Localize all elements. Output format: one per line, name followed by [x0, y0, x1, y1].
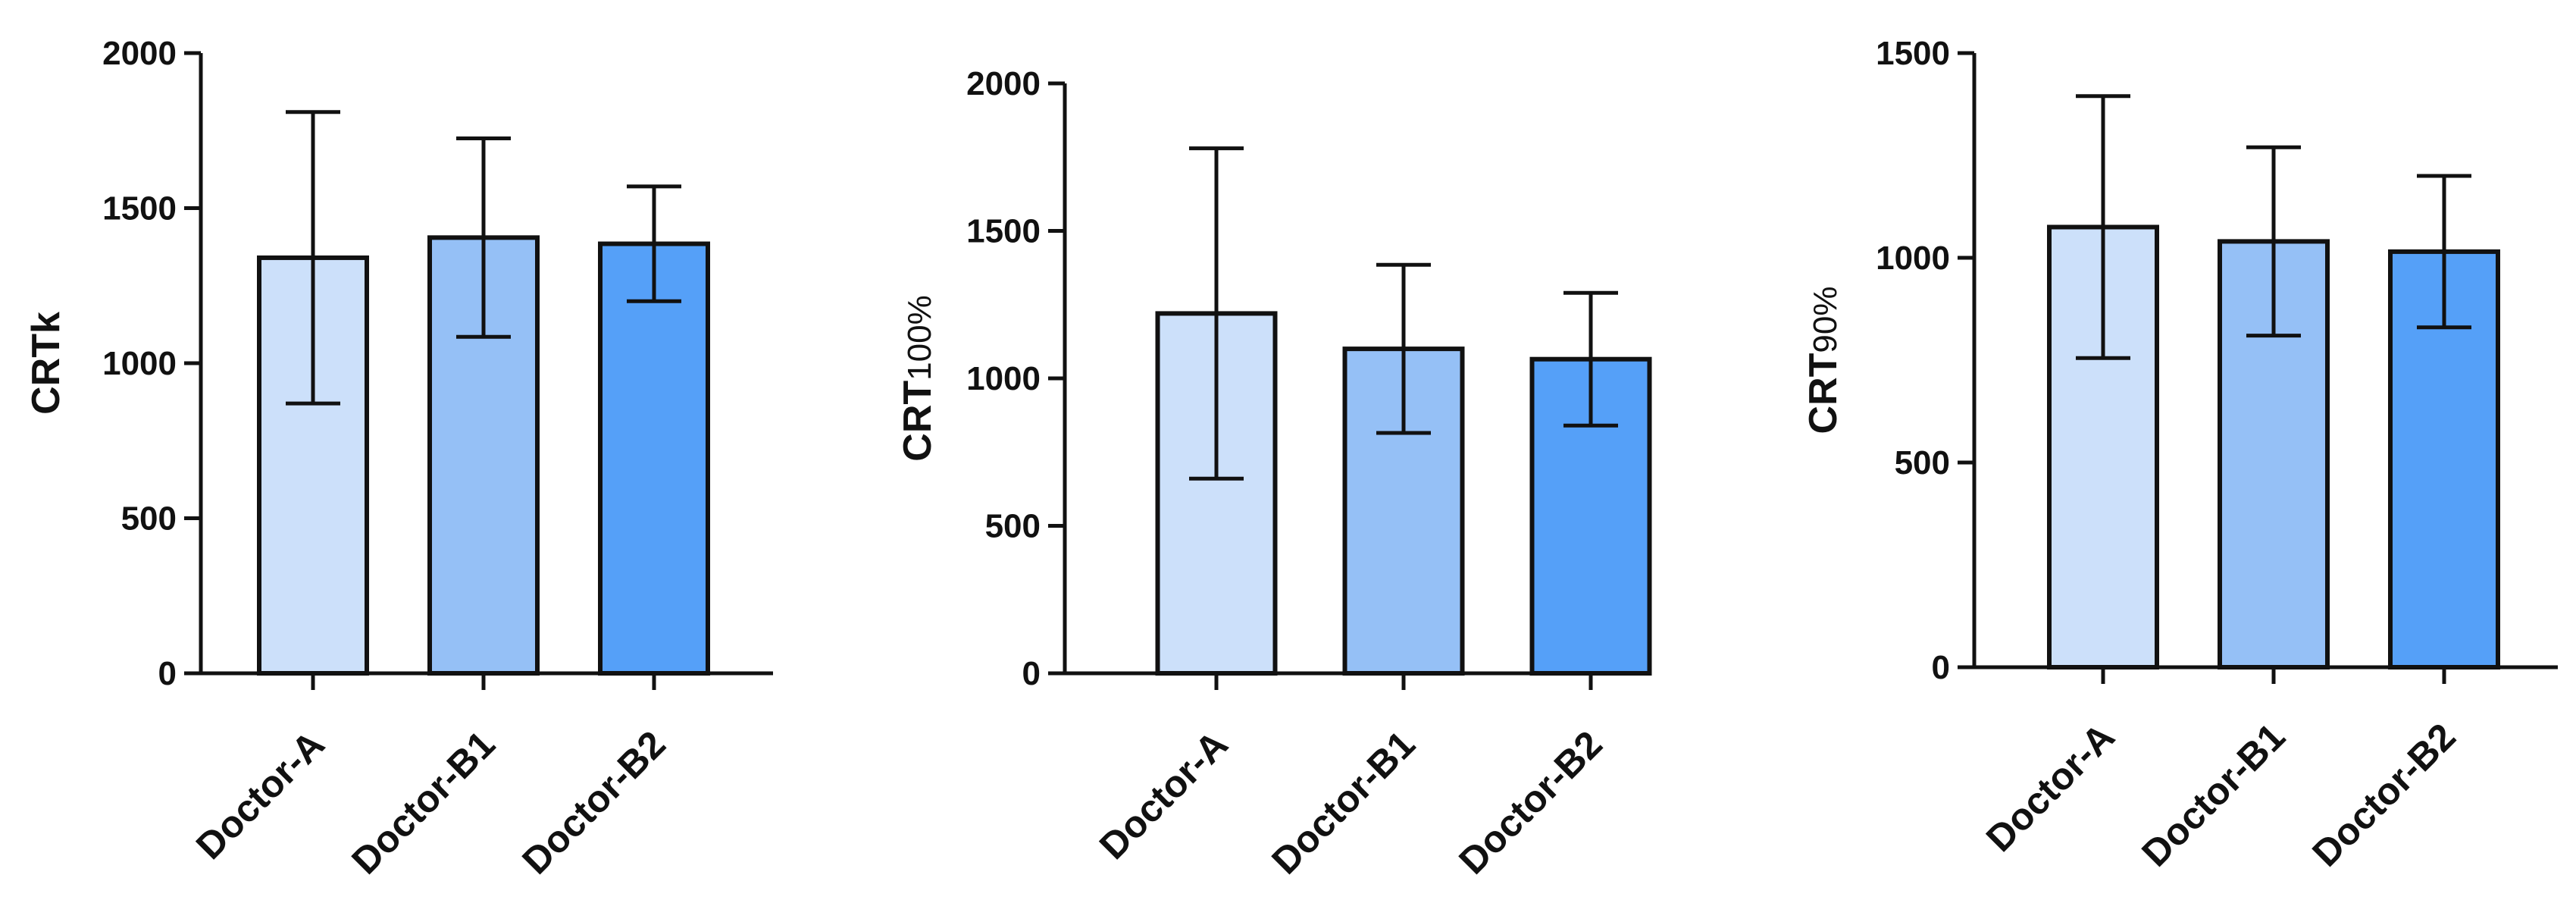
y-axis-title-main: CRTk — [24, 312, 68, 415]
y-tick-label: 0 — [1932, 649, 1950, 686]
x-category-label: Doctor-B2 — [1451, 723, 1610, 882]
y-axis-title-main: CRT — [896, 381, 940, 462]
y-tick-label: 500 — [121, 500, 177, 538]
y-tick-label: 1000 — [102, 345, 177, 382]
y-tick-label: 1500 — [102, 190, 177, 227]
y-axis-title-sub: 100% — [901, 295, 938, 381]
y-tick-label: 2000 — [966, 65, 1041, 102]
y-tick-label: 2000 — [102, 35, 177, 72]
y-axis-title: CRT100% — [896, 295, 940, 461]
x-category-label: Doctor-B1 — [2133, 715, 2293, 874]
x-category-label: Doctor-B1 — [343, 723, 502, 882]
y-tick-label: 1500 — [966, 213, 1041, 250]
y-axis-title: CRTk — [24, 312, 68, 415]
x-category-label: Doctor-A — [1091, 723, 1236, 867]
y-tick-label: 500 — [1895, 444, 1950, 481]
x-category-label: Doctor-B2 — [2304, 715, 2463, 874]
x-category-label: Doctor-B1 — [1263, 723, 1423, 882]
x-category-label: Doctor-B2 — [514, 723, 673, 882]
y-tick-label: 0 — [158, 655, 177, 692]
y-axis-title-main: CRT — [1801, 353, 1845, 434]
bar-doctor-b2 — [598, 241, 710, 676]
y-tick-label: 1500 — [1876, 35, 1950, 72]
y-tick-label: 1000 — [966, 360, 1041, 397]
y-tick-label: 1000 — [1876, 240, 1950, 277]
y-tick-label: 0 — [1022, 655, 1041, 692]
x-category-label: Doctor-A — [1978, 715, 2123, 860]
chart-panel-1: 0 500 1000 1500 2000 CRTk Doctor-A Doctor-B1 Doc… — [24, 35, 773, 883]
chart-panel-3: 0 500 1000 1500 CRT90% Doctor-A Doctor-B1 Docto… — [1801, 35, 2558, 875]
y-axis-title-sub: 90% — [1807, 287, 1844, 353]
y-tick-label: 500 — [985, 508, 1041, 545]
chart-panel-2: 0 500 1000 1500 2000 CRT100% Doctor-A Doctor-B1… — [896, 65, 1652, 883]
y-axis-title: CRT90% — [1801, 287, 1845, 434]
x-category-label: Doctor-A — [188, 723, 333, 867]
